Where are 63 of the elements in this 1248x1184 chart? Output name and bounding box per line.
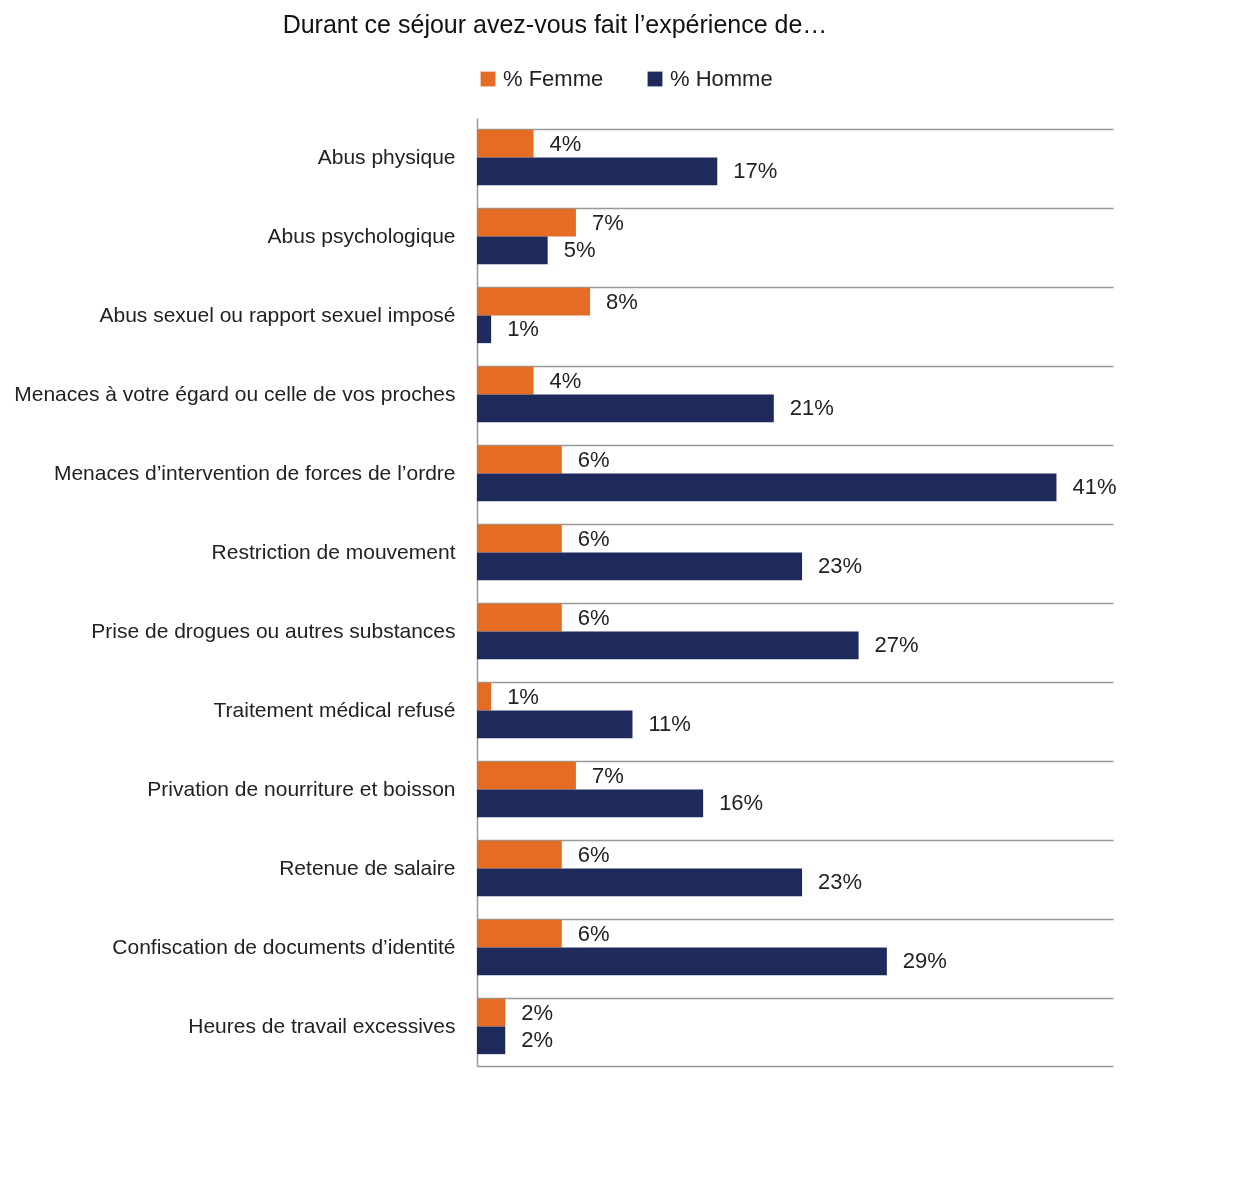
data-label: 1% (507, 316, 539, 342)
data-label: 7% (591, 762, 624, 788)
bar (477, 366, 534, 395)
y-tick-label: Restriction de mouvement (211, 539, 456, 563)
bar (477, 710, 633, 739)
bar (477, 208, 576, 237)
bar (477, 287, 591, 316)
data-label: 5% (563, 237, 596, 263)
chart-title: Durant ce séjour avez-vous fait l’expérience de… (282, 10, 828, 38)
bar (477, 840, 562, 869)
data-label: 21% (789, 395, 834, 421)
data-label: 27% (874, 632, 919, 658)
bar (477, 552, 803, 581)
data-label: 23% (818, 553, 863, 579)
data-label: 23% (818, 869, 863, 895)
data-label: 41% (1072, 474, 1117, 500)
y-tick-label: Heures de travail excessives (188, 1013, 456, 1037)
bar (477, 473, 1057, 502)
bar (477, 445, 562, 474)
data-label: 4% (549, 130, 582, 156)
data-label: 11% (648, 711, 691, 737)
data-label: 16% (719, 790, 764, 816)
data-label: 17% (733, 158, 778, 184)
data-label: 6% (577, 841, 610, 867)
bar (477, 129, 534, 158)
y-tick-label: Prise de drogues ou autres substances (91, 618, 456, 642)
data-label: 2% (521, 1027, 554, 1053)
data-label: 8% (606, 288, 638, 314)
data-label: 1% (507, 683, 539, 709)
legend-label: % Homme (670, 66, 773, 91)
bar (477, 315, 492, 344)
data-label: 6% (577, 604, 610, 630)
bar (477, 631, 859, 660)
bar (477, 157, 718, 186)
data-label: 6% (577, 446, 610, 472)
bar (477, 998, 506, 1027)
data-label: 7% (591, 209, 624, 235)
data-label: 29% (902, 948, 947, 974)
y-tick-label: Abus physique (317, 144, 456, 168)
y-tick-label: Abus psychologique (267, 223, 456, 247)
y-tick-label: Menaces d’intervention de forces de l’ordre (53, 460, 456, 484)
data-label: 4% (549, 367, 582, 393)
y-tick-label: Privation de nourriture et boisson (147, 776, 456, 800)
bar (477, 682, 492, 711)
bar (477, 789, 704, 818)
y-tick-label: Menaces à votre égard ou celle de vos proches (14, 381, 456, 405)
y-tick-label: Abus sexuel ou rapport sexuel imposé (99, 302, 456, 326)
bar (477, 524, 562, 553)
bar (477, 868, 803, 897)
data-label: 6% (577, 920, 610, 946)
bar (477, 919, 562, 948)
y-tick-label: Traitement médical refusé (213, 697, 456, 721)
data-label: 2% (521, 999, 554, 1025)
legend-label: % Femme (503, 66, 604, 91)
bar (477, 603, 562, 632)
data-label: 6% (577, 525, 610, 551)
y-tick-label: Retenue de salaire (279, 855, 456, 879)
y-tick-label: Confiscation de documents d’identité (112, 934, 456, 958)
bar (477, 947, 887, 976)
bar (477, 1026, 506, 1055)
bar (477, 236, 548, 265)
bar (477, 761, 576, 790)
bar (477, 394, 774, 423)
